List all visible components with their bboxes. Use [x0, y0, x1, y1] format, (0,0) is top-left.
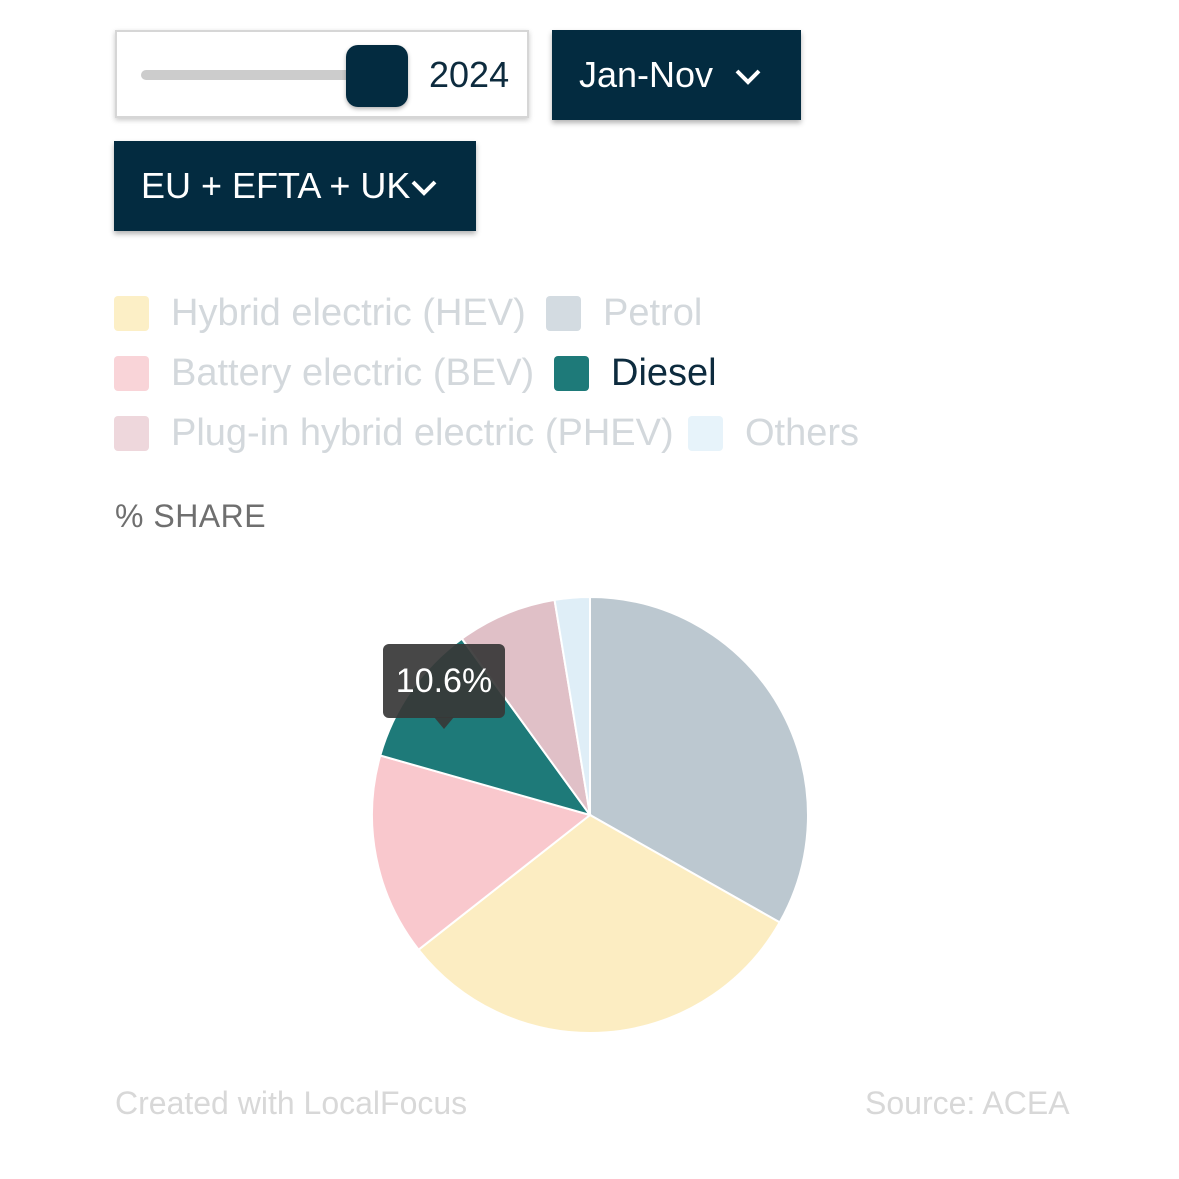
share-label: % SHARE	[115, 498, 267, 534]
chevron-down-icon	[735, 69, 761, 85]
legend-item-bev[interactable]: Battery electric (BEV)	[114, 350, 534, 396]
legend-item-petrol[interactable]: Petrol	[546, 290, 702, 336]
pie-slice-battery-electric-bev[interactable]	[371, 754, 593, 952]
pie-slice-petrol[interactable]	[589, 595, 809, 924]
legend-swatch	[114, 295, 149, 331]
tooltip-value: 10.6%	[395, 661, 493, 700]
legend-swatch	[688, 415, 723, 451]
period-dropdown[interactable]: Jan-Nov	[552, 30, 801, 120]
legend-swatch	[554, 355, 589, 391]
legend-item-phev[interactable]: Plug-in hybrid electric (PHEV)	[114, 410, 674, 456]
legend-item-others[interactable]: Others	[688, 410, 859, 456]
slider-value: 2024	[429, 54, 510, 95]
period-dropdown-label: Jan-Nov	[579, 54, 714, 95]
legend-label: Diesel	[611, 352, 717, 394]
legend-label: Others	[745, 412, 860, 454]
legend-item-diesel[interactable]: Diesel	[554, 350, 717, 396]
legend-label: Battery electric (BEV)	[171, 352, 535, 394]
pie-slice-others[interactable]	[553, 595, 591, 816]
legend-swatch	[546, 295, 581, 331]
legend-swatch	[114, 355, 149, 391]
slider-track[interactable]	[141, 70, 371, 80]
footer-source[interactable]: Source: ACEA	[865, 1085, 1070, 1121]
region-dropdown-label: EU + EFTA + UK	[141, 165, 411, 206]
chevron-down-icon	[411, 180, 437, 196]
year-slider[interactable]: 2024	[115, 30, 529, 118]
legend-label: Plug-in hybrid electric (PHEV)	[171, 412, 674, 454]
legend-label: Petrol	[603, 292, 703, 334]
legend-label: Hybrid electric (HEV)	[171, 292, 526, 334]
tooltip-arrow	[434, 717, 454, 729]
region-dropdown[interactable]: EU + EFTA + UK	[114, 141, 476, 231]
legend-item-hev[interactable]: Hybrid electric (HEV)	[114, 290, 526, 336]
tooltip: 10.6%	[383, 644, 505, 718]
legend-swatch	[114, 415, 149, 451]
footer-credit[interactable]: Created with LocalFocus	[115, 1085, 468, 1121]
pie-slice-hybrid-electric-hev[interactable]	[417, 813, 782, 1034]
slider-thumb[interactable]	[346, 45, 408, 107]
